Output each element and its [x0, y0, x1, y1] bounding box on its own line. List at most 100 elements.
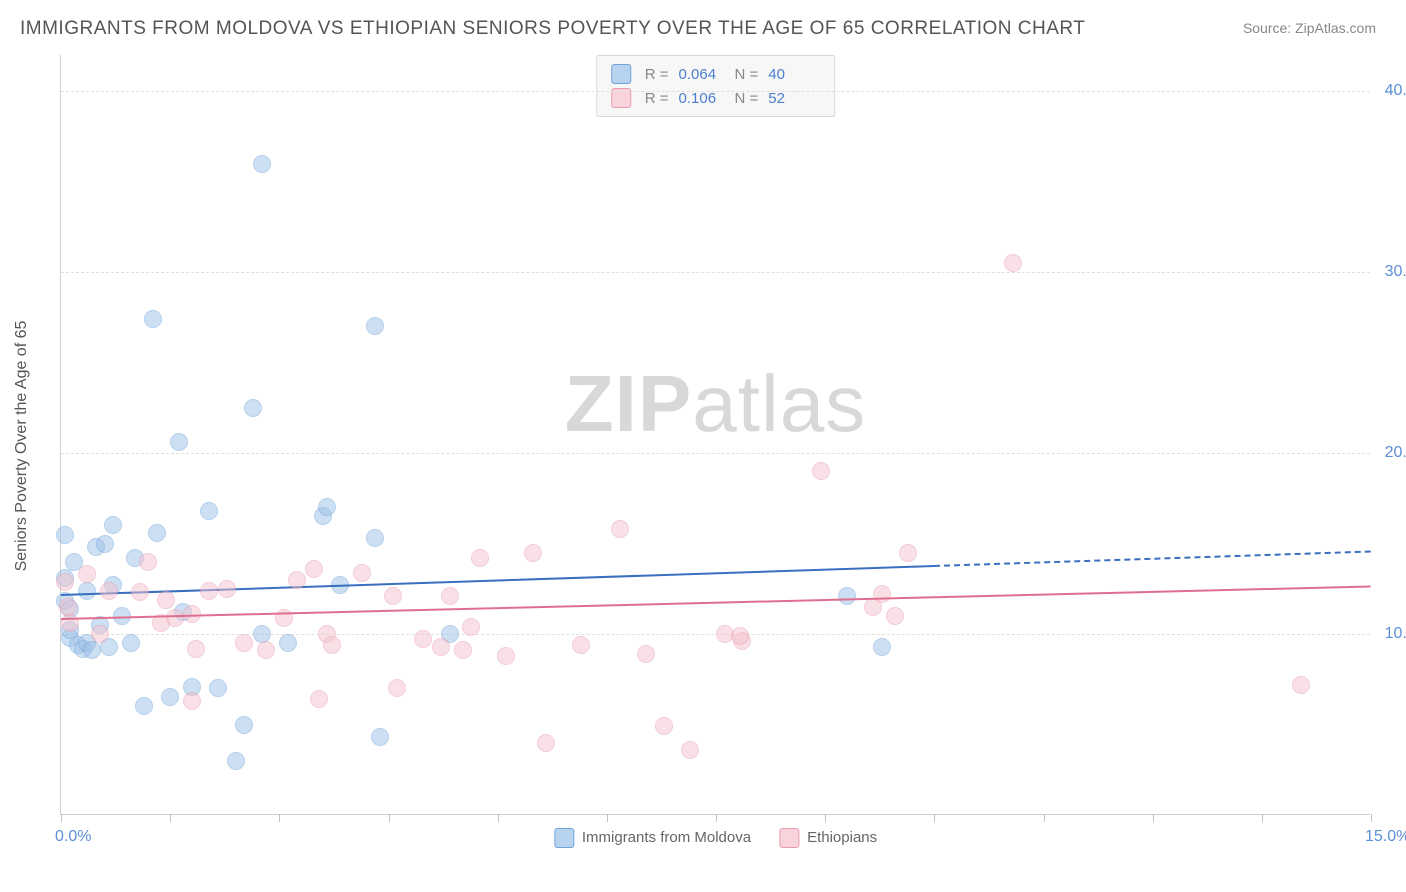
data-point [524, 544, 542, 562]
data-point [497, 647, 515, 665]
series-legend: Immigrants from Moldova Ethiopians [554, 828, 877, 848]
data-point [731, 627, 749, 645]
gridline-h [61, 272, 1370, 273]
watermark-bold: ZIP [565, 359, 692, 448]
data-point [432, 638, 450, 656]
data-point [244, 399, 262, 417]
correlation-legend: R = 0.064 N = 40 R = 0.106 N = 52 [596, 55, 836, 117]
data-point [1004, 254, 1022, 272]
legend-bottom-swatch-1 [779, 828, 799, 848]
legend-swatch-0 [611, 64, 631, 84]
scatter-plot-area: ZIPatlas R = 0.064 N = 40 R = 0.106 N = … [60, 55, 1370, 815]
data-point [253, 155, 271, 173]
legend-bottom-swatch-0 [554, 828, 574, 848]
data-point [200, 502, 218, 520]
x-tick [1153, 814, 1154, 822]
data-point [78, 582, 96, 600]
source-label: Source: [1243, 20, 1291, 36]
y-axis-label: Seniors Poverty Over the Age of 65 [13, 321, 31, 572]
data-point [637, 645, 655, 663]
watermark-text: ZIPatlas [565, 358, 866, 450]
legend-bottom-label-0: Immigrants from Moldova [582, 829, 751, 846]
trend-line-dashed [934, 551, 1371, 567]
x-tick [61, 814, 62, 822]
data-point [96, 535, 114, 553]
data-point [166, 609, 184, 627]
gridline-h [61, 453, 1370, 454]
data-point [414, 630, 432, 648]
data-point [371, 728, 389, 746]
data-point [144, 310, 162, 328]
data-point [183, 692, 201, 710]
data-point [148, 524, 166, 542]
data-point [56, 573, 74, 591]
data-point [441, 587, 459, 605]
data-point [318, 498, 336, 516]
data-point [899, 544, 917, 562]
legend-bottom-label-1: Ethiopians [807, 829, 877, 846]
data-point [59, 598, 77, 616]
legend-item-0: Immigrants from Moldova [554, 828, 751, 848]
data-point [235, 716, 253, 734]
data-point [681, 741, 699, 759]
data-point [366, 317, 384, 335]
data-point [384, 587, 402, 605]
x-tick [825, 814, 826, 822]
chart-title: IMMIGRANTS FROM MOLDOVA VS ETHIOPIAN SEN… [20, 18, 1085, 40]
data-point [218, 580, 236, 598]
legend-n-label-0: N = [735, 66, 759, 83]
data-point [227, 752, 245, 770]
data-point [873, 585, 891, 603]
data-point [611, 520, 629, 538]
data-point [388, 679, 406, 697]
data-point [161, 688, 179, 706]
data-point [209, 679, 227, 697]
data-point [253, 625, 271, 643]
legend-row-series-1: R = 0.106 N = 52 [611, 86, 817, 110]
legend-r-value-0: 0.064 [679, 66, 727, 83]
data-point [471, 549, 489, 567]
data-point [257, 641, 275, 659]
x-tick [389, 814, 390, 822]
trend-line [61, 565, 934, 596]
data-point [235, 634, 253, 652]
data-point [91, 625, 109, 643]
x-tick [279, 814, 280, 822]
y-tick-label: 20.0% [1385, 444, 1406, 462]
data-point [462, 618, 480, 636]
data-point [572, 636, 590, 654]
x-tick [607, 814, 608, 822]
data-point [838, 587, 856, 605]
x-tick [934, 814, 935, 822]
data-point [873, 638, 891, 656]
data-point [100, 582, 118, 600]
data-point [353, 564, 371, 582]
data-point [288, 571, 306, 589]
data-point [279, 634, 297, 652]
data-point [454, 641, 472, 659]
y-tick-label: 30.0% [1385, 263, 1406, 281]
source-attribution: Source: ZipAtlas.com [1243, 20, 1376, 36]
data-point [157, 591, 175, 609]
data-point [139, 553, 157, 571]
data-point [310, 690, 328, 708]
trend-line [61, 585, 1371, 620]
y-tick-label: 40.0% [1385, 82, 1406, 100]
x-tick [498, 814, 499, 822]
data-point [655, 717, 673, 735]
legend-row-series-0: R = 0.064 N = 40 [611, 62, 817, 86]
gridline-h [61, 91, 1370, 92]
data-point [83, 641, 101, 659]
data-point [305, 560, 323, 578]
data-point [537, 734, 555, 752]
x-tick [170, 814, 171, 822]
data-point [187, 640, 205, 658]
data-point [1292, 676, 1310, 694]
data-point [366, 529, 384, 547]
source-value: ZipAtlas.com [1295, 20, 1376, 36]
data-point [200, 582, 218, 600]
data-point [122, 634, 140, 652]
data-point [78, 565, 96, 583]
x-tick [1262, 814, 1263, 822]
x-tick [1044, 814, 1045, 822]
